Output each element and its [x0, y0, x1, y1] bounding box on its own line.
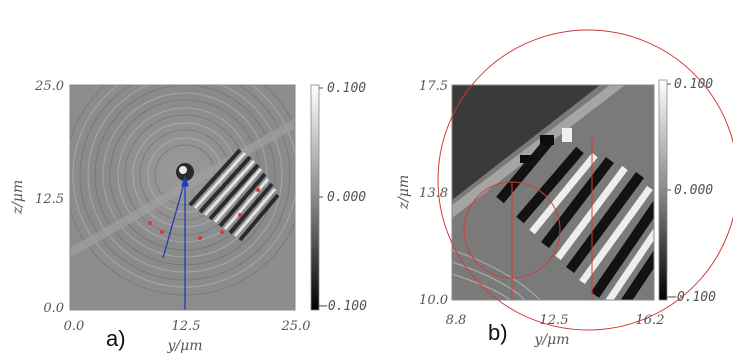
annotation-arrows: [162, 174, 189, 310]
colorbar-tick: 0.000: [327, 190, 366, 205]
y-tick: 0.0: [43, 301, 64, 316]
panel-b-label: b): [488, 320, 508, 345]
panel-b-x-ticks: 8.8 12.5 16.2: [446, 313, 665, 328]
y-tick: 13.8: [419, 186, 448, 201]
panel-b-y-label: z/μm: [396, 175, 412, 210]
colorbar-tick: −0.100: [669, 290, 716, 305]
panel-a-x-label: y/μm: [167, 338, 203, 354]
y-tick: 12.5: [35, 192, 64, 207]
panel-b-y-ticks: 17.5 13.8 10.0: [419, 79, 448, 308]
x-tick: 25.0: [281, 319, 311, 334]
annotation-circles: [437, 29, 733, 331]
panel-b-image: [452, 85, 654, 300]
x-tick: 12.5: [172, 319, 201, 334]
panel-b-colorbar: 0.100 0.000 −0.100: [658, 77, 716, 305]
panel-a-image: [70, 85, 295, 310]
colorbar-tick: −0.100: [320, 299, 367, 314]
annotation-markers: [148, 188, 260, 240]
y-tick: 10.0: [419, 293, 448, 308]
x-tick: 16.2: [636, 313, 665, 328]
y-tick: 17.5: [419, 79, 448, 94]
panel-a-label: a): [106, 326, 126, 351]
x-tick: 0.0: [64, 319, 85, 334]
x-tick: 8.8: [446, 313, 467, 328]
colorbar-tick: 0.100: [327, 81, 366, 96]
panel-a-y-ticks: 25.0 12.5 0.0: [34, 79, 64, 316]
panel-b: 17.5 13.8 10.0 z/μm 8.8 12.5 16.2 y/μm b…: [396, 29, 733, 348]
colorbar-tick: 0.000: [674, 183, 713, 198]
panel-a: 25.0 12.5 0.0 z/μm 0.0 12.5 25.0 y/μm a)…: [10, 79, 367, 354]
x-tick: 12.5: [540, 313, 569, 328]
panel-a-y-label: z/μm: [10, 180, 26, 215]
panel-a-x-ticks: 0.0 12.5 25.0: [64, 319, 311, 334]
panel-a-colorbar: 0.100 0.000 −0.100: [310, 81, 367, 314]
colorbar-tick: 0.100: [674, 77, 713, 92]
y-tick: 25.0: [34, 79, 64, 94]
panel-b-x-label: y/μm: [534, 332, 570, 348]
